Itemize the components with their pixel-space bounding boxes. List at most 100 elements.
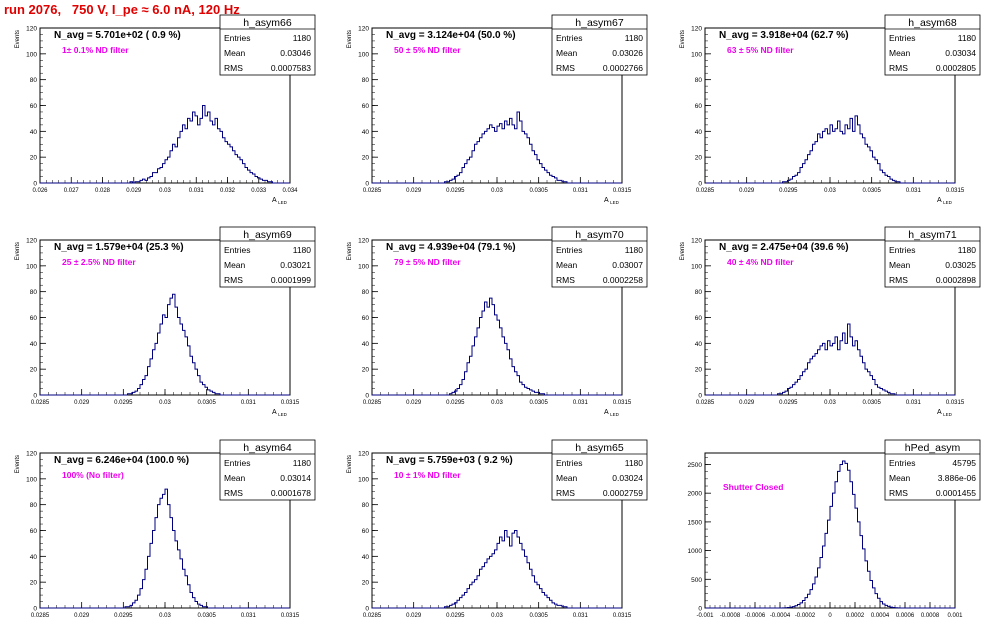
stat-value: 3.886e-06 — [938, 473, 977, 483]
panel-title: N_avg = 1.579e+04 (25.3 %) — [54, 242, 184, 253]
stat-label: Mean — [889, 260, 911, 270]
histogram-line — [40, 488, 290, 609]
histogram-line — [372, 297, 622, 396]
stat-value: 1180 — [625, 245, 644, 255]
x-tick-label: 0.03 — [491, 613, 503, 619]
y-tick-label: 120 — [358, 451, 369, 458]
y-axis-label: Events — [15, 30, 21, 48]
x-tick-label: 0.0315 — [613, 613, 632, 619]
y-tick-label: 20 — [362, 367, 370, 374]
stat-label: Mean — [224, 48, 246, 58]
x-tick-label: 0.0008 — [921, 613, 940, 619]
x-axis-label: A LED — [937, 197, 953, 205]
y-tick-label: 40 — [695, 129, 703, 136]
stat-label: Mean — [889, 473, 911, 483]
x-tick-label: -0.0008 — [720, 613, 741, 619]
y-tick-label: 80 — [30, 77, 38, 84]
stat-label: Mean — [889, 48, 911, 58]
stats-box — [884, 226, 981, 288]
y-tick-label: 120 — [691, 238, 702, 245]
x-tick-label: 0.03 — [491, 188, 503, 194]
y-axis-label: Events — [347, 242, 353, 260]
stats-box — [219, 439, 316, 501]
y-tick-label: 80 — [362, 502, 370, 509]
stats-box — [219, 14, 316, 76]
x-tick-label: 0.031 — [906, 400, 922, 406]
y-axis-label: Events — [15, 455, 21, 473]
filter-note: Shutter Closed — [723, 482, 783, 492]
stat-label: RMS — [889, 488, 908, 498]
panel-title: N_avg = 4.939e+04 (79.1 %) — [386, 242, 516, 253]
y-axis-label: Events — [347, 455, 353, 473]
stat-value: 0.0001678 — [271, 488, 311, 498]
x-tick-label: 0.0295 — [779, 188, 798, 194]
x-tick-label: 0.03 — [824, 400, 836, 406]
histogram-line — [372, 111, 622, 184]
y-tick-label: 120 — [26, 451, 37, 458]
stat-value: 0.03007 — [612, 260, 643, 270]
histogram-name: h_asym70 — [575, 229, 624, 241]
y-axis-label: Events — [680, 242, 686, 260]
stat-label: Entries — [556, 245, 582, 255]
y-axis-label: Events — [680, 30, 686, 48]
stat-label: Mean — [224, 260, 246, 270]
histogram-panel-h_asym67: 0 20 40 60 80 100 120 0.0285 0.029 0.0295 0.03 0.03… — [347, 14, 648, 205]
x-tick-label: 0.0315 — [281, 613, 300, 619]
y-tick-label: 20 — [30, 155, 38, 162]
x-tick-label: 0.026 — [32, 188, 48, 194]
x-tick-label: 0.0315 — [281, 400, 300, 406]
stats-box — [551, 14, 648, 76]
filter-note: 79 ± 5% ND filter — [394, 257, 461, 267]
y-tick-label: 120 — [358, 238, 369, 245]
histogram-name: h_asym71 — [908, 229, 957, 241]
stat-value: 1180 — [293, 458, 312, 468]
y-tick-label: 0 — [33, 393, 37, 400]
stat-label: Entries — [889, 33, 915, 43]
y-tick-label: 40 — [695, 341, 703, 348]
x-tick-label: 0.0305 — [862, 400, 881, 406]
x-tick-label: 0.0305 — [529, 613, 548, 619]
y-tick-label: 2500 — [688, 462, 703, 469]
y-tick-label: 120 — [358, 26, 369, 33]
y-tick-label: 0 — [698, 606, 702, 613]
y-tick-label: 0 — [33, 181, 37, 188]
x-tick-label: 0.029 — [406, 400, 422, 406]
y-tick-label: 80 — [362, 289, 370, 296]
y-tick-label: 60 — [362, 315, 370, 322]
y-tick-label: 60 — [30, 103, 38, 110]
x-tick-label: 0.0315 — [613, 188, 632, 194]
y-tick-label: 20 — [695, 155, 703, 162]
x-tick-label: 0.029 — [406, 188, 422, 194]
y-tick-label: 40 — [30, 554, 38, 561]
stat-value: 1180 — [625, 458, 644, 468]
y-tick-label: 1500 — [688, 519, 703, 526]
histogram-line — [40, 293, 290, 396]
panel-title: N_avg = 3.124e+04 (50.0 %) — [386, 30, 516, 41]
x-tick-label: 0.0006 — [896, 613, 915, 619]
stat-value: 0.0002805 — [936, 63, 976, 73]
x-tick-label: 0.03 — [159, 188, 171, 194]
filter-note: 50 ± 5% ND filter — [394, 45, 461, 55]
panel-title: N_avg = 6.246e+04 (100.0 %) — [54, 455, 189, 466]
stat-label: RMS — [556, 275, 575, 285]
x-tick-label: 0.0305 — [197, 400, 216, 406]
stat-label: RMS — [556, 488, 575, 498]
x-tick-label: 0 — [828, 613, 832, 619]
x-tick-label: 0.0285 — [363, 400, 382, 406]
stat-value: 0.0002759 — [603, 488, 643, 498]
x-tick-label: 0.001 — [947, 613, 963, 619]
stat-label: RMS — [889, 275, 908, 285]
y-tick-label: 0 — [698, 181, 702, 188]
stat-label: RMS — [224, 488, 243, 498]
y-tick-label: 0 — [33, 606, 37, 613]
x-tick-label: 0.0295 — [779, 400, 798, 406]
histogram-name: h_asym69 — [243, 229, 292, 241]
x-tick-label: 0.0285 — [31, 613, 50, 619]
x-tick-label: 0.0305 — [529, 188, 548, 194]
x-tick-label: 0.03 — [824, 188, 836, 194]
y-tick-label: 60 — [362, 103, 370, 110]
y-tick-label: 80 — [695, 77, 703, 84]
stat-label: Mean — [224, 473, 246, 483]
y-tick-label: 20 — [362, 155, 370, 162]
histogram-panel-h_asym68: 0 20 40 60 80 100 120 0.0285 0.029 0.0295 0.03 0.03… — [680, 14, 981, 205]
